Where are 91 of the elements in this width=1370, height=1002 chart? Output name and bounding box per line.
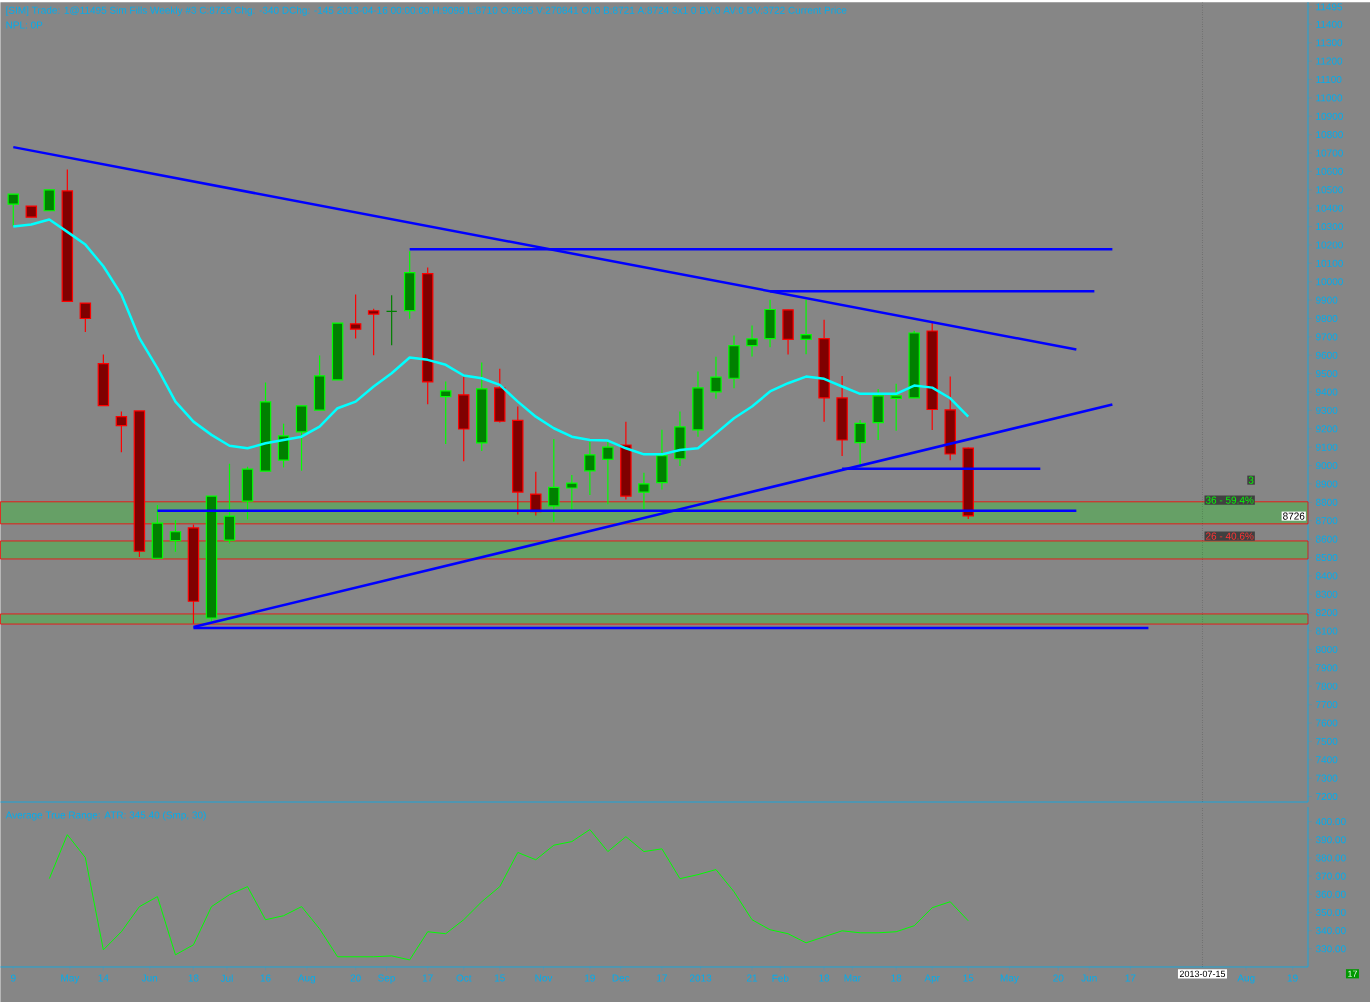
x-tick-label: 15	[494, 974, 505, 982]
y-tick-label: 360.00	[1315, 890, 1346, 898]
x-tick-label: 21	[746, 974, 758, 982]
y-tick-label: 7600	[1316, 719, 1338, 727]
chart-title: [SIM] Trade: 1@11495 Sim Fills Weekly #3 C:8726 Chg: -340 DChg: -145 2013-04-16 00:00:00 H:9098 L:8710 O:9095 V:270841 OI:0 B:8721 A:8724 3x1 0 BV:0 AV:0 DV:3722 Current Price	[6, 6, 847, 16]
y-tick-label: 7400	[1316, 756, 1338, 764]
y-tick-label: 8100	[1315, 627, 1338, 635]
y-tick-label: 9600	[1316, 351, 1338, 359]
y-tick-label: 11400	[1316, 20, 1343, 28]
y-tick-label: 370.00	[1315, 872, 1346, 880]
y-tick-label: 9000	[1316, 462, 1338, 470]
y-tick-label: 330.00	[1315, 945, 1346, 953]
x-tick-label: Jul	[220, 974, 233, 982]
y-tick-label: 9200	[1316, 425, 1338, 433]
y-tick-label: 380.00	[1315, 854, 1346, 862]
x-tick-label: 20	[1053, 974, 1064, 982]
x-tick-label: Jun	[141, 974, 158, 982]
x-tick-label: 17	[422, 974, 433, 982]
y-tick-label: 10200	[1316, 241, 1343, 249]
y-tick-label: 400.00	[1315, 818, 1346, 826]
annotation: 8726	[1283, 512, 1305, 520]
chart-title: Average True Range: ATR: 345.40 (Smp, 30)	[5, 811, 206, 821]
y-tick-label: 8000	[1315, 645, 1338, 653]
y-tick-label: 10000	[1316, 278, 1343, 286]
y-tick-label: 9800	[1316, 314, 1338, 323]
x-tick-label: Dec	[612, 974, 630, 982]
y-tick-label: 10600	[1316, 167, 1343, 175]
y-tick-label: 8500	[1315, 553, 1338, 562]
y-tick-label: 8300	[1315, 590, 1338, 598]
y-tick-label: 11495	[1316, 3, 1343, 11]
y-tick-label: 7700	[1316, 701, 1338, 709]
y-tick-label: 10800	[1316, 131, 1343, 139]
x-tick-label: Aug	[1237, 974, 1255, 984]
x-tick-label: 18	[819, 974, 830, 982]
x-tick-label: Oct	[456, 974, 472, 982]
x-tick-label: 18	[891, 974, 902, 982]
y-tick-label: 10900	[1316, 112, 1343, 120]
x-tick-label: 9	[10, 974, 16, 982]
y-tick-label: 11300	[1316, 39, 1343, 47]
y-tick-label: 7200	[1316, 792, 1338, 801]
y-tick-label: 9400	[1316, 388, 1338, 396]
y-tick-label: 10700	[1316, 149, 1343, 157]
x-tick-label: 18	[188, 974, 199, 982]
y-tick-label: 8800	[1315, 498, 1338, 506]
x-tick-label: Apr	[924, 974, 940, 984]
x-tick-label: Feb	[772, 974, 789, 982]
y-tick-label: 7500	[1316, 737, 1338, 745]
y-tick-label: 9700	[1316, 333, 1338, 341]
x-tick-label: 17	[657, 974, 667, 982]
annotation: 3	[1248, 476, 1254, 484]
x-tick-label: 19	[585, 974, 595, 982]
x-tick-label: Mar	[844, 974, 861, 982]
y-tick-label: 7300	[1316, 774, 1338, 782]
y-tick-label: 390.00	[1315, 836, 1346, 844]
x-tick-label: May	[61, 974, 80, 984]
x-tick-label: Jun	[1081, 974, 1097, 982]
y-tick-label: 7900	[1316, 664, 1338, 672]
ref-line-label: 2013-07-15	[1179, 970, 1226, 978]
x-tick-label: May	[1000, 974, 1019, 984]
x-tick-label: 16	[260, 974, 271, 982]
y-tick-label: 7800	[1316, 682, 1338, 690]
y-tick-label: 8900	[1315, 480, 1338, 488]
x-tick-label: 2013	[689, 974, 712, 982]
y-tick-label: 10300	[1316, 223, 1343, 231]
y-tick-label: 10400	[1316, 204, 1343, 212]
y-tick-label: 8200	[1315, 609, 1338, 617]
text: NPL: 0P	[6, 21, 43, 29]
annotation: 36 - 59.4%	[1205, 496, 1254, 504]
y-tick-label: 8400	[1315, 572, 1338, 580]
y-tick-label: 9900	[1316, 296, 1338, 304]
x-tick-label: 19	[1287, 974, 1298, 982]
y-tick-label: 11100	[1316, 75, 1342, 84]
x-tick-label: 15	[963, 974, 974, 982]
x-tick-label: Sep	[378, 974, 395, 984]
y-tick-label: 8700	[1315, 517, 1338, 525]
x-tick-label: Nov	[535, 974, 553, 982]
y-tick-label: 8600	[1315, 535, 1338, 543]
y-tick-label: 11000	[1316, 94, 1343, 102]
x-tick-label: 20	[350, 974, 361, 982]
x-tick-label: Aug	[297, 974, 315, 984]
y-tick-label: 340.00	[1315, 927, 1346, 935]
y-tick-label: 350.00	[1315, 908, 1346, 916]
x-tick-label: 14	[98, 974, 109, 982]
y-tick-label: 10500	[1316, 186, 1343, 194]
y-tick-label: 10100	[1316, 259, 1343, 267]
y-tick-label: 9500	[1316, 370, 1338, 378]
annotation: 26 - 40.6%	[1206, 532, 1254, 540]
x-tick-label: 17	[1125, 974, 1136, 982]
y-tick-label: 9300	[1316, 406, 1338, 414]
y-tick-label: 9100	[1316, 443, 1338, 451]
y-tick-label: 11200	[1316, 57, 1343, 65]
